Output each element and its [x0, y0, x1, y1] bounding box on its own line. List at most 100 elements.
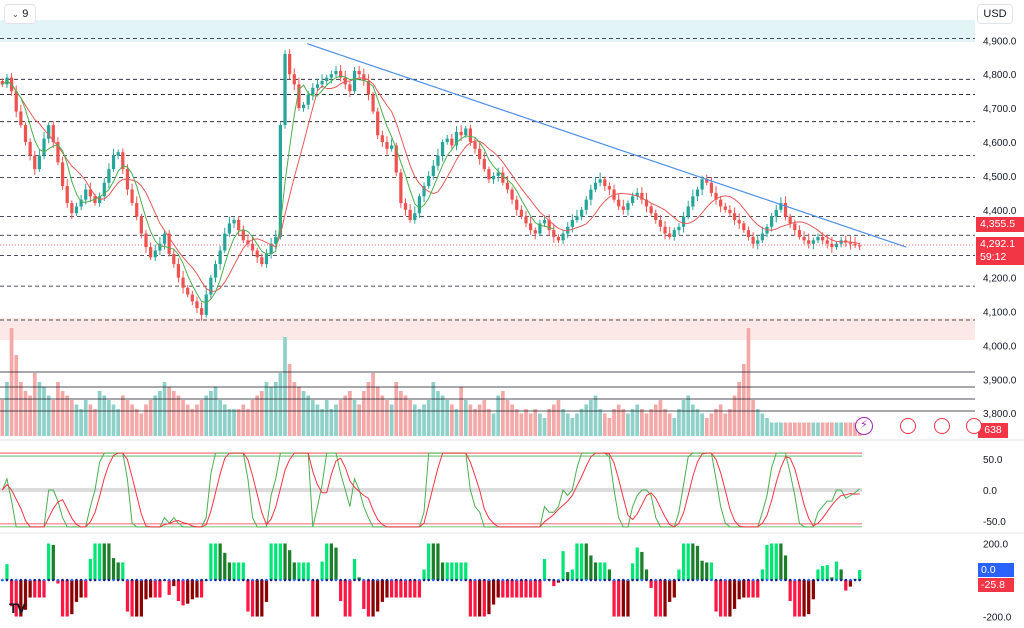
volume-bar — [755, 409, 760, 436]
volume-bar — [630, 409, 635, 436]
histogram-zero-dot — [269, 578, 273, 582]
volume-bar — [718, 404, 723, 436]
histogram-zero-value: 0.0 — [981, 564, 996, 576]
histogram-zero-dot — [153, 578, 157, 582]
volume-bar — [709, 413, 714, 436]
candle-body — [630, 196, 635, 204]
histogram-bar — [329, 543, 333, 580]
candle-body — [454, 131, 459, 146]
volume-bar — [329, 409, 334, 436]
candle-body — [292, 74, 296, 85]
histogram-zero-dot — [807, 578, 811, 582]
histogram-bar — [125, 580, 130, 612]
volume-bar — [79, 409, 83, 436]
histogram-zero-dot — [682, 578, 685, 582]
histogram-bar — [746, 580, 751, 598]
histogram-bar — [737, 580, 741, 600]
candle-body — [802, 236, 806, 241]
histogram-bar — [56, 580, 60, 584]
volume-bar — [278, 373, 283, 436]
volume-bar — [695, 409, 700, 436]
histogram-bar — [135, 580, 139, 617]
histogram-bar — [552, 580, 556, 587]
flag-event-icon[interactable] — [900, 418, 916, 434]
candle-body — [371, 94, 375, 112]
histogram-zero-dot — [408, 578, 412, 582]
volume-bar — [602, 413, 607, 436]
volume-bar — [32, 373, 37, 436]
volume-bar — [158, 391, 162, 436]
histogram-bar — [403, 580, 408, 598]
volume-bar — [732, 395, 737, 436]
volume-bar — [385, 400, 389, 436]
volume-bar — [218, 400, 222, 436]
histogram-bar — [709, 562, 714, 580]
histogram-zero-dot — [441, 578, 444, 582]
lightning-event-icon[interactable]: ⚡ — [855, 417, 873, 435]
candle-body — [218, 250, 222, 265]
histogram-zero-dot — [394, 578, 398, 582]
interval-dropdown[interactable]: ⌄ 9 — [4, 4, 36, 24]
histogram-zero-dot — [849, 578, 852, 582]
histogram-zero-dot — [404, 578, 407, 582]
histogram-zero-dot — [853, 578, 857, 582]
volume-bar — [315, 404, 320, 436]
histogram-bar — [352, 558, 357, 580]
histogram-bar — [274, 543, 278, 580]
candle-body — [88, 189, 92, 197]
histogram-bar — [445, 562, 449, 580]
candle-body — [436, 155, 440, 166]
candle-body — [779, 203, 783, 210]
volume-bar — [454, 409, 459, 436]
currency-button[interactable]: USD — [977, 4, 1013, 24]
volume-bar — [487, 409, 491, 436]
price-tick-label: 4,500.0 — [983, 172, 1017, 183]
histogram-zero-dot — [413, 578, 417, 582]
last-price-tag: 4,292.1 59:12 — [976, 237, 1024, 265]
candle-body — [47, 125, 51, 139]
candle-body — [714, 192, 718, 200]
histogram-bar — [51, 544, 55, 580]
trendline[interactable] — [307, 43, 907, 248]
histogram-bar — [468, 580, 473, 617]
flag-event-icon[interactable] — [934, 418, 950, 434]
candle-body — [542, 220, 547, 224]
histogram-bar — [339, 580, 343, 602]
volume-bar — [473, 409, 477, 436]
histogram-bar — [42, 580, 46, 598]
volume-bar — [741, 364, 746, 436]
candle-body — [853, 243, 857, 246]
histogram-bar — [223, 552, 227, 580]
candle-body — [746, 230, 751, 237]
histogram-value-tag: -25.8 — [978, 578, 1014, 592]
histogram-bar — [797, 580, 802, 617]
histogram-bar — [464, 562, 468, 580]
flag-event-icon[interactable] — [966, 418, 982, 434]
volume-bar — [403, 395, 408, 436]
histogram-bar — [844, 580, 848, 591]
volume-bar — [524, 409, 528, 436]
histogram-bar — [250, 580, 255, 617]
histogram-zero-dot — [283, 578, 287, 582]
histogram-zero-dot — [292, 578, 296, 582]
volume-bar — [797, 422, 802, 436]
volume-bar — [589, 400, 593, 436]
candle-body — [70, 203, 74, 214]
candle-body — [756, 240, 760, 244]
volume-bar — [120, 395, 125, 436]
histogram-bar — [566, 572, 570, 580]
histogram-zero-dot — [784, 578, 787, 582]
volume-bar — [765, 418, 769, 436]
histogram-bar — [626, 580, 630, 617]
candle-body — [510, 189, 514, 200]
histogram-zero-dot — [705, 578, 709, 582]
volume-bar — [37, 382, 42, 436]
candle-body — [413, 213, 417, 220]
volume-bar — [93, 409, 97, 436]
volume-bar — [28, 395, 32, 436]
candle-body — [301, 104, 306, 109]
candle-body — [533, 230, 537, 234]
oscillator-axis: 50.0 0.0 -50.0 — [983, 455, 1006, 528]
histogram-bar — [593, 562, 598, 580]
histogram-zero-dot — [107, 578, 111, 582]
